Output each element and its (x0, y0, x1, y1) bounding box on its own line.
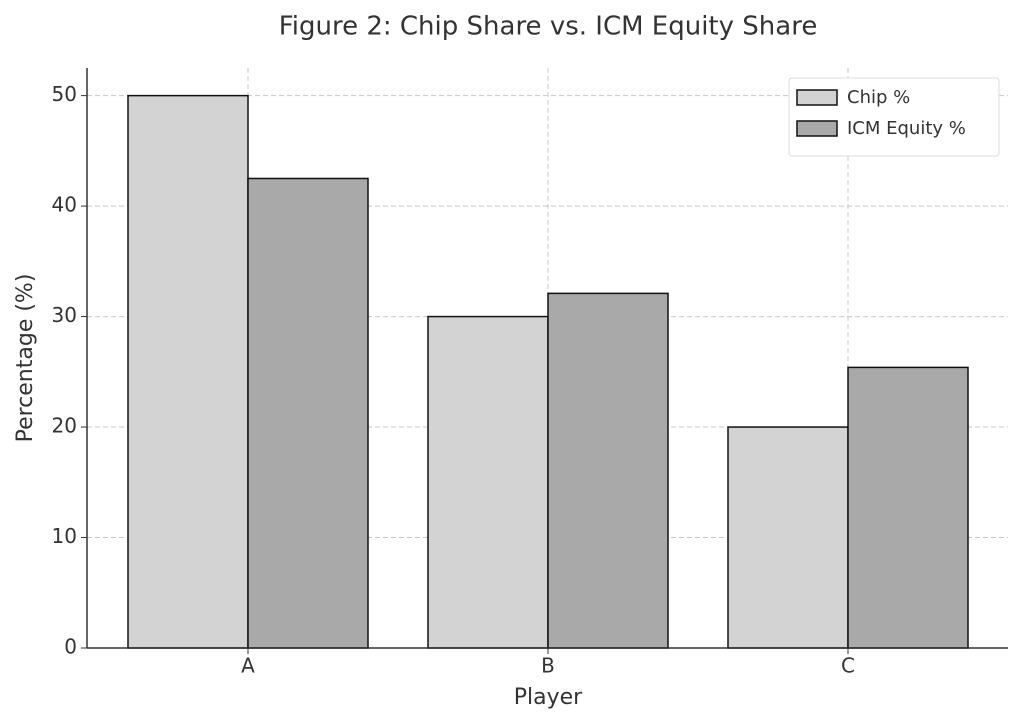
y-tick-label: 10 (52, 524, 77, 548)
y-tick-label: 30 (52, 303, 77, 327)
bar (847, 366, 969, 649)
bar (427, 315, 549, 649)
legend-label: Chip % (847, 87, 910, 108)
y-tick-label: 50 (52, 82, 77, 106)
bar (247, 177, 369, 649)
bar (547, 292, 669, 649)
legend-label: ICM Equity % (847, 118, 966, 139)
legend-box (788, 77, 1000, 157)
y-tick-label: 40 (52, 193, 77, 217)
x-tick-label: A (241, 654, 255, 678)
x-tick-label: C (841, 654, 855, 678)
x-tick-label: B (541, 654, 555, 678)
legend-swatch (796, 89, 838, 106)
y-tick-label: 0 (64, 635, 77, 659)
y-axis-label: Percentage (%) (13, 274, 38, 443)
chart-title: Figure 2: Chip Share vs. ICM Equity Shar… (279, 12, 818, 42)
x-axis-label: Player (514, 685, 583, 710)
bar (127, 94, 249, 649)
bar (727, 426, 849, 649)
y-tick-label: 20 (52, 414, 77, 438)
legend-swatch (796, 120, 838, 137)
